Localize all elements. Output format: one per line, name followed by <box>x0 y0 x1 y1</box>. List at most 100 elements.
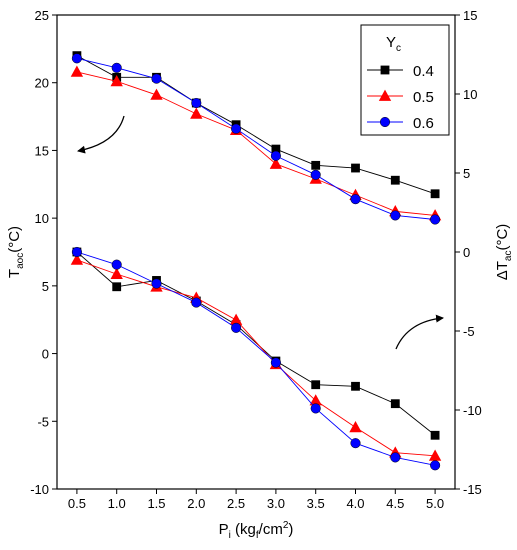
left-y-tick-label: -5 <box>37 414 49 429</box>
series-line-delta-t-ac <box>76 259 436 457</box>
x-tick-label: 1.0 <box>108 496 126 511</box>
right-y-tick-label: -5 <box>463 324 475 339</box>
series-line-t-aoc <box>76 71 436 216</box>
left-y-tick-label: 25 <box>35 8 49 23</box>
left-y-axis-title-sub: aoc <box>15 253 26 269</box>
data-point-delta-t-ac <box>430 460 441 471</box>
arrow-to-left-axis <box>77 115 125 154</box>
right-y-axis-title: ΔTac(°C) <box>494 224 514 281</box>
data-point-t-aoc <box>270 150 281 161</box>
left-y-tick-label: 15 <box>35 143 49 158</box>
right-y-tick-label: 0 <box>463 245 470 260</box>
series-layer <box>70 51 442 471</box>
left-y-tick-label: 0 <box>42 347 49 362</box>
x-tick-label: 4.5 <box>386 496 404 511</box>
legend-entry: 0.5 <box>367 89 434 106</box>
x-tick-label: 3.5 <box>307 496 325 511</box>
data-point-delta-t-ac <box>71 246 82 258</box>
series-line-t-aoc <box>76 55 436 195</box>
data-point-delta-t-ac <box>349 421 362 433</box>
left-y-axis-title: Taoc(°C) <box>6 226 26 278</box>
data-point-delta-t-ac <box>231 322 242 333</box>
x-axis: 0.5 1.0 1.5 2.0 2.5 3.0 3.5 4.0 4.5 5.0 <box>68 489 444 511</box>
series-line-delta-t-ac <box>76 251 436 436</box>
x-tick-label: 0.5 <box>68 496 86 511</box>
data-point-delta-t-ac <box>112 282 122 292</box>
legend-title-sub: c <box>396 43 401 54</box>
legend-title: Yc <box>386 34 401 54</box>
data-point-delta-t-ac <box>270 357 281 368</box>
x-axis-title-unit-open: (kg <box>231 521 256 538</box>
x-axis-title-unit-close: /cm <box>259 521 283 538</box>
data-point-t-aoc <box>150 88 163 100</box>
x-tick-label: 2.0 <box>187 496 205 511</box>
arrow-to-right-axis <box>395 314 444 350</box>
right-y-axis: -15 -10 -5 0 5 10 15 <box>455 8 482 497</box>
data-point-t-aoc <box>390 210 401 221</box>
legend-entries: 0.4 0.5 0.6 <box>367 63 434 132</box>
right-y-axis-title-sub: ac <box>503 251 514 262</box>
legend-entry: 0.4 <box>367 63 434 80</box>
data-point-delta-t-ac <box>390 399 400 409</box>
data-point-t-aoc <box>151 73 162 84</box>
data-point-delta-t-ac <box>390 452 401 463</box>
legend-swatch-marker <box>380 65 390 75</box>
legend-label: 0.6 <box>413 115 434 132</box>
right-y-tick-label: 15 <box>463 8 477 23</box>
data-point-delta-t-ac <box>310 403 321 414</box>
right-y-tick-label: -15 <box>463 482 482 497</box>
data-point-t-aoc <box>191 97 202 109</box>
x-axis-title: Pi (kgf/cm2) <box>219 520 294 541</box>
left-y-tick-label: 10 <box>35 211 49 226</box>
data-point-t-aoc <box>231 123 242 134</box>
data-point-t-aoc <box>70 65 84 77</box>
x-tick-label: 1.5 <box>147 496 165 511</box>
data-point-delta-t-ac <box>351 381 360 391</box>
left-y-tick-label: 20 <box>35 76 49 91</box>
legend-label: 0.4 <box>413 63 434 80</box>
data-point-delta-t-ac <box>191 297 202 308</box>
data-point-delta-t-ac <box>311 380 321 390</box>
data-point-t-aoc <box>350 194 361 205</box>
data-point-delta-t-ac <box>430 430 440 440</box>
data-point-t-aoc <box>110 75 123 87</box>
legend-title-main: Y <box>386 34 396 51</box>
legend: Yc 0.4 0.5 0.6 <box>360 24 450 136</box>
data-point-t-aoc <box>111 62 122 73</box>
right-y-axis-title-main: ΔT <box>494 261 511 280</box>
data-point-delta-t-ac <box>111 259 122 270</box>
data-point-delta-t-ac <box>350 438 361 449</box>
series-line-t-aoc <box>76 57 436 220</box>
left-y-axis: -10 -5 0 5 10 15 20 25 <box>30 8 57 497</box>
data-point-t-aoc <box>190 107 203 119</box>
x-tick-label: 5.0 <box>426 496 444 511</box>
series-0.6 <box>71 53 441 471</box>
data-point-delta-t-ac <box>110 267 123 280</box>
x-tick-label: 4.0 <box>346 496 364 511</box>
right-y-axis-title-unit: (°C) <box>494 224 511 251</box>
x-axis-title-main: P <box>219 521 229 538</box>
data-point-t-aoc <box>71 53 82 64</box>
data-point-t-aoc <box>310 169 321 180</box>
left-y-axis-title-unit: (°C) <box>6 226 23 253</box>
data-point-t-aoc <box>390 175 400 185</box>
left-y-tick-label: -10 <box>30 482 49 497</box>
x-axis-title-unit-end: ) <box>288 521 293 538</box>
left-y-tick-label: 5 <box>42 279 49 294</box>
data-point-delta-t-ac <box>70 253 84 265</box>
x-axis-title-unit-sub: f <box>256 530 259 541</box>
x-tick-label: 3.0 <box>267 496 285 511</box>
left-y-axis-title-main: T <box>6 269 23 278</box>
right-y-tick-label: 5 <box>463 166 470 181</box>
legend-entry: 0.6 <box>367 115 434 132</box>
series-line-delta-t-ac <box>76 251 436 466</box>
data-point-t-aoc <box>430 214 441 225</box>
x-tick-label: 2.5 <box>227 496 245 511</box>
legend-swatch-marker <box>379 116 391 128</box>
right-y-tick-label: -10 <box>463 403 482 418</box>
right-y-tick-label: 10 <box>463 87 477 102</box>
data-point-delta-t-ac <box>151 278 162 289</box>
legend-label: 0.5 <box>413 89 434 106</box>
data-point-t-aoc <box>311 160 321 170</box>
